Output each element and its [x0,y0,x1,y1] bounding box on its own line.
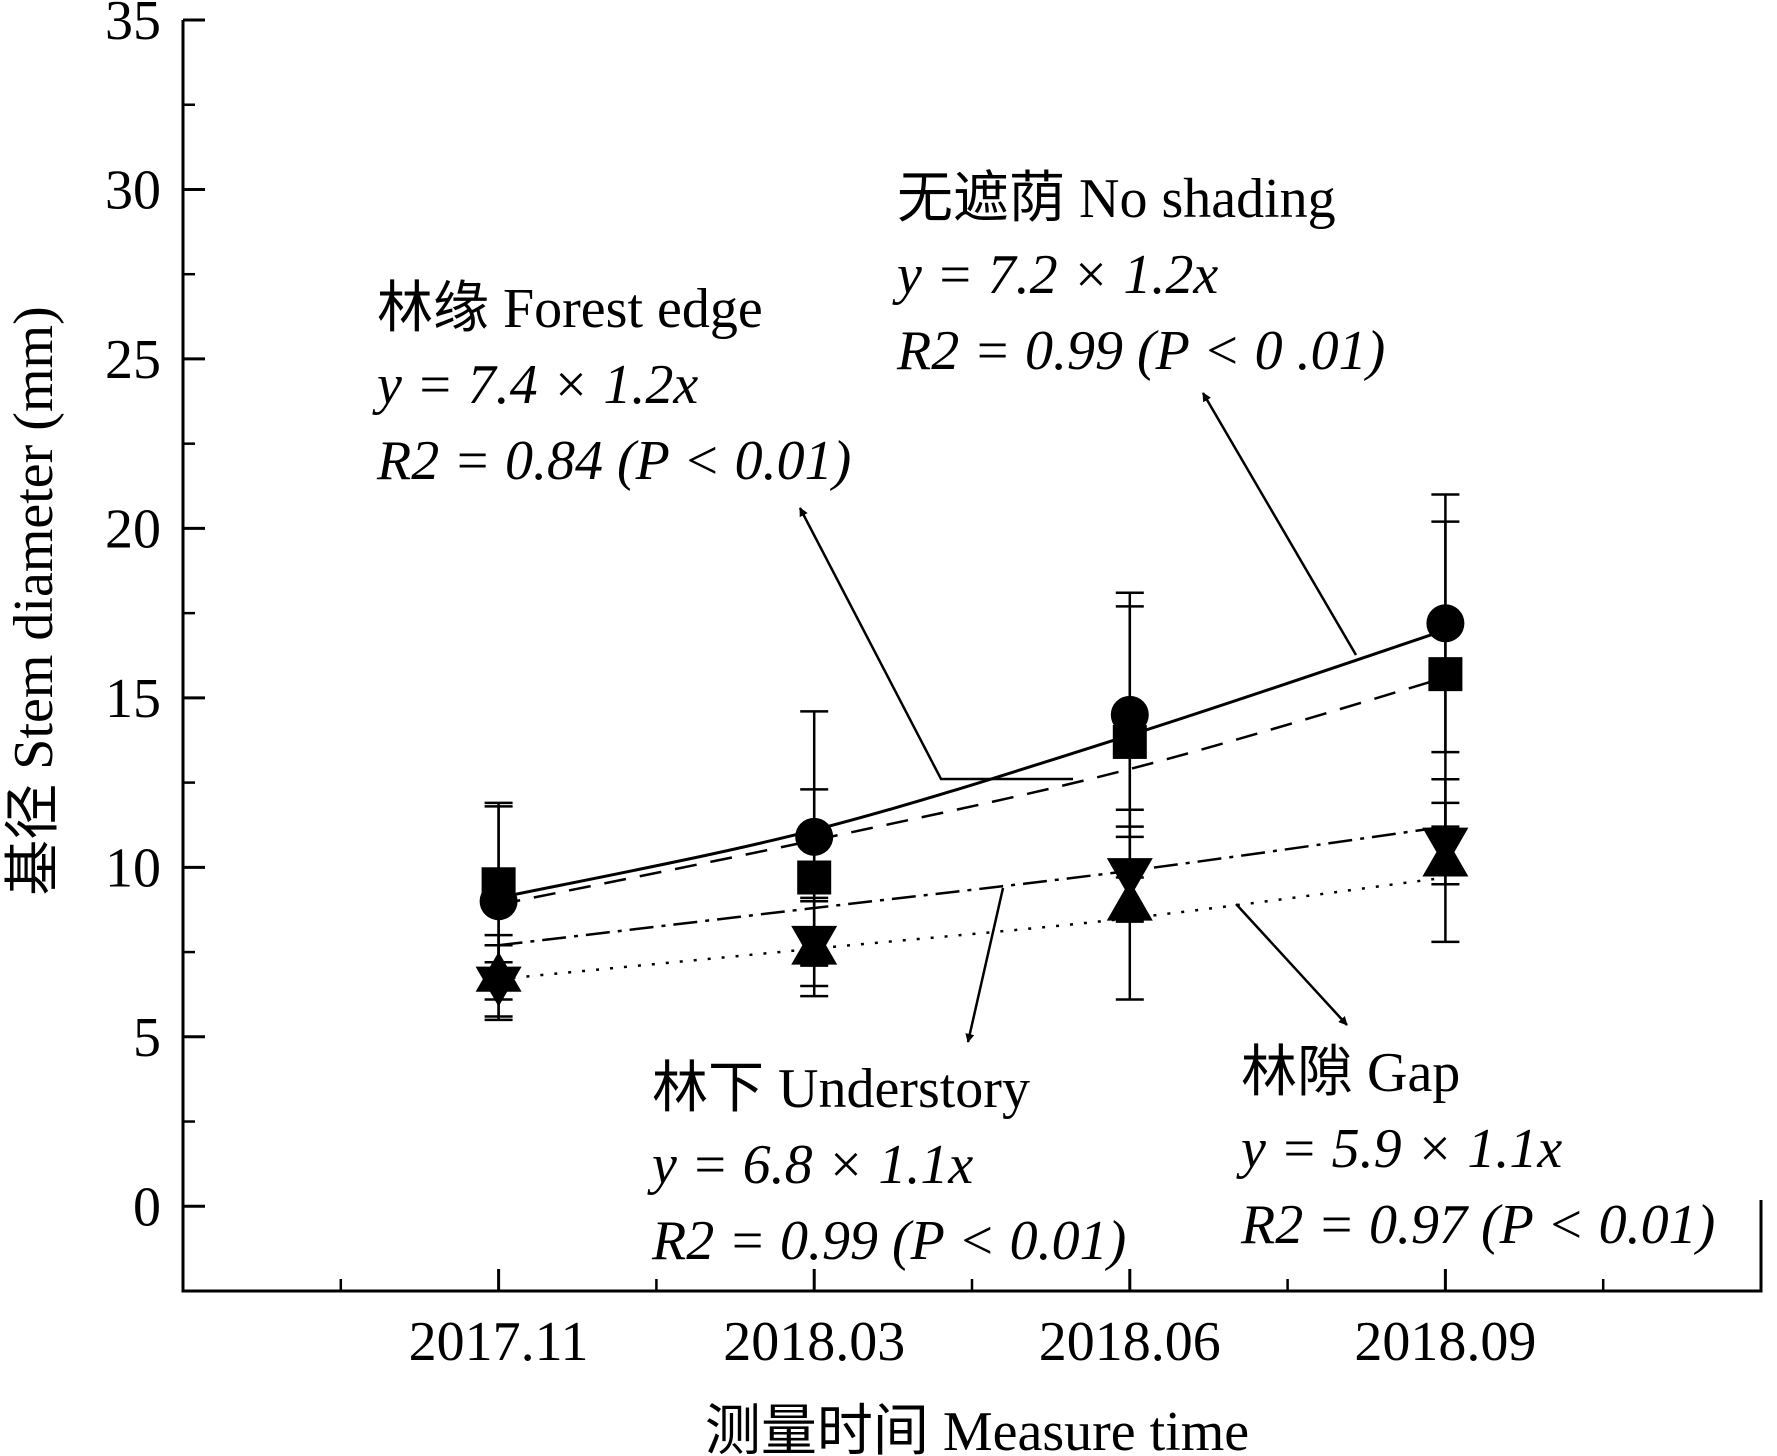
marker-circle [795,817,834,856]
marker-triangle-down [791,925,838,966]
annotation-no-shading: 无遮荫 No shading y = 7.2 × 1.2x R2 = 0.99 … [892,168,1385,382]
annotation-gap-r2: R2 = 0.97 (P < 0.01) [1240,1194,1715,1256]
y-tick-label: 20 [105,498,161,560]
arrow-understory [965,887,1005,1043]
annotation-no-shading-equation: y = 7.2 × 1.2x [892,244,1218,306]
arrow-forest-edge [798,507,1073,781]
marker-circle [1426,604,1465,643]
annotation-forest-edge-r2: R2 = 0.84 (P < 0.01) [376,430,851,492]
annotation-gap-equation: y = 5.9 × 1.1x [1236,1118,1562,1180]
marker-circle [1110,695,1149,734]
annotation-no-shading-r2: R2 = 0.99 (P < 0 .01) [896,320,1385,382]
y-tick-label: 15 [105,668,161,730]
marker-triangle-down [1422,827,1469,868]
fit-line [498,628,1446,900]
annotation-no-shading-name: 无遮荫 No shading [897,168,1336,230]
y-axis-title: 基径 Stem diameter (mm) [3,306,65,895]
y-tick-label: 30 [105,159,161,221]
marker-circle [479,882,518,921]
marker-triangle-down [475,966,522,1007]
y-tick-label: 35 [105,0,161,52]
annotation-gap-name: 林隙 Gap [1241,1042,1460,1104]
annotation-understory-name: 林下 Understory [652,1058,1030,1120]
annotation-forest-edge: 林缘 Forest edge y = 7.4 × 1.2x R2 = 0.84 … [372,278,851,492]
annotation-understory: 林下 Understory y = 6.8 × 1.1x R2 = 0.99 (… [647,1058,1126,1272]
marker-triangle-down [1106,858,1153,899]
arrow-no-shading [1201,392,1358,656]
annotation-forest-edge-equation: y = 7.4 × 1.2x [372,354,698,416]
annotation-understory-equation: y = 6.8 × 1.1x [647,1134,973,1196]
fit-line [498,825,1446,947]
fit-line [498,676,1446,906]
annotation-gap: 林隙 Gap y = 5.9 × 1.1x R2 = 0.97 (P < 0.0… [1236,1042,1715,1256]
annotation-understory-r2: R2 = 0.99 (P < 0.01) [651,1210,1126,1272]
x-tick-label: 2018.09 [1354,1311,1536,1373]
fit-line [498,876,1446,981]
annotation-forest-edge-name: 林缘 Forest edge [377,278,763,340]
x-axis-title: 测量时间 Measure time [705,1401,1249,1456]
data-markers [475,604,1469,1007]
axes: 0 5 10 15 20 25 30 35 2017.11 2018.03 2018.06 2018.… [105,0,1763,1373]
fit-lines [498,628,1446,981]
error-bars [484,493,1460,1022]
y-tick-label: 10 [105,837,161,899]
marker-square [797,860,832,895]
annotation-arrows [798,392,1358,1043]
arrow-gap [1235,903,1348,1026]
x-tick-label: 2018.06 [1039,1311,1221,1373]
x-tick-label: 2018.03 [723,1311,905,1373]
y-tick-label: 5 [133,1007,161,1069]
marker-square [1428,657,1463,692]
y-tick-label: 25 [105,329,161,391]
y-tick-label: 0 [133,1176,161,1238]
x-tick-label: 2017.11 [409,1311,589,1373]
marker-triangle-up [1106,880,1153,921]
